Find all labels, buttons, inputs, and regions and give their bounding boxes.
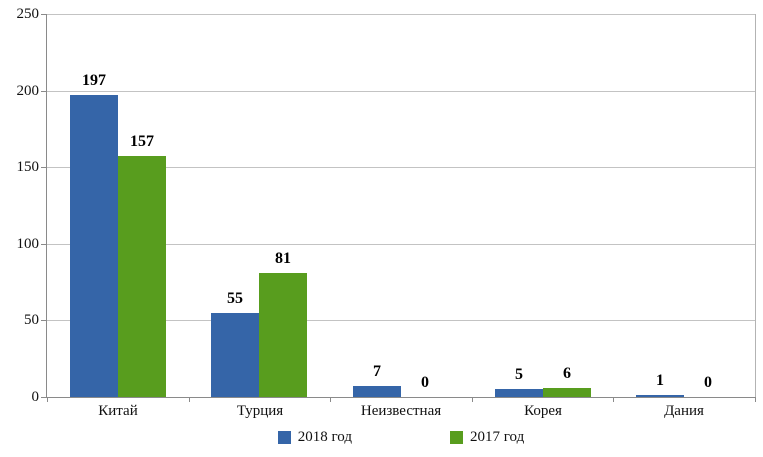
x-axis-category-label: Дания [664,403,704,419]
bar-2018-год-Неизвестная [353,386,401,397]
x-axis-category-label: Китай [98,403,138,419]
value-label: 197 [82,72,106,89]
y-axis-tick [41,14,47,15]
value-label: 6 [563,365,571,382]
x-axis-tick [613,397,614,402]
bar-2018-год-Турция [211,313,259,397]
y-axis-tick [41,91,47,92]
y-axis-tick [41,320,47,321]
gridline [47,244,755,245]
value-label: 5 [515,366,523,383]
value-label: 55 [227,290,243,307]
bar-2018-год-Дания [636,395,684,397]
gridline [47,14,755,15]
x-axis-category-label: Неизвестная [360,403,442,419]
x-axis-tick [330,397,331,402]
bar-2018-год-Китай [70,95,118,397]
bar-2017-год-Китай [118,156,166,397]
x-axis-tick [189,397,190,402]
y-axis-tick [41,167,47,168]
legend-item: 2018 год [277,429,352,446]
bar-2017-год-Корея [543,388,591,397]
gridline [47,320,755,321]
value-label: 1 [656,372,664,389]
plot-area [47,14,756,397]
y-axis-tick-label: 250 [16,6,40,22]
y-axis-tick [41,244,47,245]
value-label: 157 [130,133,154,150]
legend-label: 2018 год [297,429,352,445]
y-axis-tick-label: 50 [24,312,39,328]
x-axis-tick [472,397,473,402]
value-label: 0 [421,374,429,391]
legend-swatch-icon [450,431,463,444]
y-axis-tick-label: 150 [16,159,40,175]
legend-item: 2017 год [450,429,524,446]
x-axis-line [46,397,756,398]
y-axis-tick-label: 0 [31,389,40,405]
x-axis-tick [47,397,48,402]
y-axis-line [46,14,47,397]
value-label: 81 [275,250,291,267]
value-label: 7 [373,363,381,380]
gridline [47,91,755,92]
y-axis-tick-label: 200 [16,83,40,99]
y-axis-tick [41,397,47,398]
x-axis-category-label: Корея [524,403,562,419]
value-label: 0 [704,374,712,391]
gridline [47,167,755,168]
legend: 2018 год 2017 год [47,429,755,446]
y-axis-tick-label: 100 [16,236,40,252]
x-axis-category-label: Турция [236,403,284,419]
legend-label: 2017 год [470,429,525,445]
legend-swatch-icon [277,431,291,444]
bar-2018-год-Корея [495,389,543,397]
bar-2017-год-Турция [259,273,307,397]
x-axis-tick [755,397,756,402]
